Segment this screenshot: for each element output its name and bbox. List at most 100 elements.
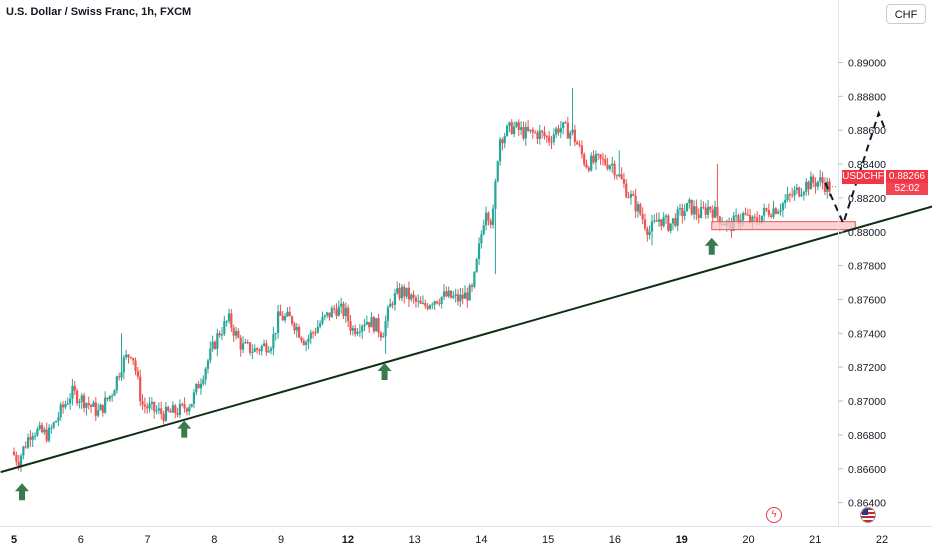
candle	[47, 424, 51, 443]
support-zone[interactable]	[711, 221, 856, 231]
candle	[505, 124, 509, 137]
candle	[12, 447, 16, 456]
candle	[477, 237, 481, 266]
candle	[391, 301, 394, 309]
candle	[662, 212, 665, 228]
candle	[157, 402, 160, 415]
candle	[262, 339, 266, 347]
candle	[216, 328, 219, 357]
candle	[480, 230, 483, 249]
candle	[314, 327, 317, 337]
candle	[496, 160, 499, 183]
trendline[interactable]	[0, 205, 932, 474]
up-arrow-icon[interactable]	[15, 483, 30, 501]
candle	[333, 304, 336, 314]
candle	[491, 204, 495, 229]
lightning-icon[interactable]: ϟ	[766, 507, 782, 523]
candle	[513, 121, 516, 138]
candle	[573, 124, 576, 147]
candle	[230, 309, 233, 333]
us-flag-icon[interactable]	[860, 507, 876, 523]
candle	[713, 200, 717, 219]
candle	[220, 326, 224, 341]
candle	[258, 348, 261, 356]
candle	[340, 297, 343, 314]
candle	[674, 213, 677, 228]
candle	[459, 287, 462, 307]
candle	[40, 422, 44, 434]
y-tick-label: 0.87200	[848, 362, 886, 374]
candle	[681, 203, 684, 224]
x-tick-label: 7	[144, 534, 150, 546]
candle	[288, 306, 291, 317]
candle	[765, 207, 768, 213]
candle	[279, 304, 282, 316]
candle	[524, 122, 527, 146]
y-tick-label: 0.89000	[848, 57, 886, 69]
candle	[375, 318, 378, 332]
candle	[784, 194, 787, 209]
candle	[321, 311, 324, 326]
forecast-path[interactable]	[824, 110, 887, 227]
candle	[812, 173, 815, 188]
candle	[83, 392, 86, 413]
candle	[66, 397, 69, 406]
candle	[54, 420, 58, 423]
candle	[111, 393, 114, 402]
candle	[87, 396, 90, 410]
candle	[816, 180, 820, 191]
currency-button[interactable]: CHF	[886, 4, 926, 24]
candle	[821, 171, 824, 190]
up-arrow-icon[interactable]	[704, 237, 719, 255]
candle	[349, 315, 352, 336]
candle	[685, 202, 689, 212]
candle	[622, 172, 626, 189]
candle	[351, 325, 354, 336]
candle	[24, 441, 27, 449]
candle	[536, 130, 539, 144]
candle	[585, 159, 588, 169]
x-tick-label: 20	[742, 534, 754, 546]
candle	[293, 321, 296, 335]
candle	[541, 129, 544, 139]
candle	[753, 213, 756, 222]
candle	[29, 430, 32, 448]
candle	[185, 407, 189, 416]
candle	[162, 411, 165, 425]
candle	[160, 401, 163, 420]
candle	[580, 140, 583, 159]
candle	[601, 152, 605, 166]
candle	[452, 290, 455, 300]
candle	[590, 152, 593, 172]
candle	[653, 214, 656, 224]
candle	[309, 329, 312, 345]
candle	[389, 298, 392, 308]
candle	[569, 130, 572, 146]
candle	[106, 397, 109, 402]
candle	[99, 403, 102, 411]
candle	[52, 421, 55, 430]
candle	[449, 290, 453, 299]
candle	[466, 287, 469, 308]
y-tick-label: 0.88400	[848, 159, 886, 171]
candle	[342, 301, 345, 320]
candle	[199, 378, 203, 395]
candle	[120, 333, 123, 381]
candle	[454, 288, 457, 303]
candle	[33, 432, 37, 441]
candle	[295, 322, 298, 338]
up-arrow-icon[interactable]	[177, 420, 192, 438]
candle	[461, 288, 464, 305]
candle	[36, 426, 39, 437]
candle	[625, 179, 628, 199]
candle	[417, 294, 420, 308]
candle	[400, 284, 404, 302]
candle	[164, 401, 167, 422]
up-arrow-icon[interactable]	[377, 363, 392, 381]
y-tick-label: 0.86600	[848, 464, 886, 476]
candle	[405, 287, 408, 299]
candle	[218, 330, 221, 338]
candle	[615, 174, 619, 180]
candle	[669, 223, 672, 234]
